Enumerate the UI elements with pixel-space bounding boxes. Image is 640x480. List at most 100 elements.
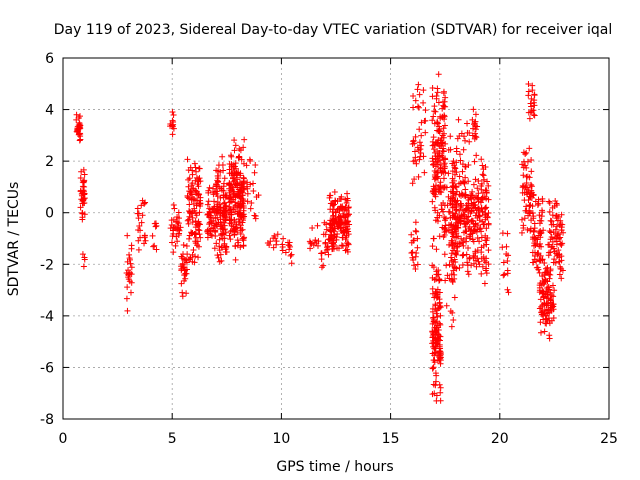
data-point	[169, 227, 176, 234]
data-point	[440, 134, 447, 141]
data-point	[465, 244, 472, 251]
data-point	[547, 229, 554, 236]
data-point	[479, 171, 486, 178]
data-point	[124, 284, 131, 291]
data-point	[153, 246, 160, 253]
data-point	[469, 236, 476, 243]
data-point	[450, 190, 457, 197]
data-point	[421, 117, 428, 124]
data-point	[518, 216, 525, 223]
data-point	[177, 224, 184, 231]
data-point	[189, 258, 196, 265]
data-point	[329, 225, 336, 232]
data-point	[463, 220, 470, 227]
data-point	[430, 264, 437, 271]
data-point	[503, 250, 510, 257]
data-point	[474, 255, 481, 262]
data-point	[81, 177, 88, 184]
data-point	[412, 97, 419, 104]
data-point	[459, 239, 466, 246]
data-point	[185, 183, 192, 190]
data-point	[430, 381, 437, 388]
data-point	[173, 233, 180, 240]
data-point	[416, 139, 423, 146]
data-point	[431, 186, 438, 193]
data-point	[434, 218, 441, 225]
data-point	[81, 190, 88, 197]
data-point	[239, 235, 246, 242]
data-point	[476, 212, 483, 219]
data-point	[311, 239, 318, 246]
data-point	[434, 119, 441, 126]
data-point	[472, 122, 479, 129]
data-point	[447, 133, 454, 140]
data-point	[499, 230, 506, 237]
data-point	[452, 165, 459, 172]
data-point	[432, 159, 439, 166]
data-point	[226, 181, 233, 188]
data-point	[124, 258, 131, 265]
data-point	[480, 221, 487, 228]
data-point	[460, 146, 467, 153]
data-point	[504, 267, 511, 274]
data-point	[505, 289, 512, 296]
data-point	[414, 103, 421, 110]
data-point	[440, 148, 447, 155]
data-point	[432, 328, 439, 335]
data-point	[482, 212, 489, 219]
data-point	[413, 160, 420, 167]
data-point	[433, 397, 440, 404]
data-point	[546, 208, 553, 215]
data-point	[240, 180, 247, 187]
data-point	[214, 206, 221, 213]
data-point	[479, 263, 486, 270]
data-point	[328, 222, 335, 229]
data-point	[451, 162, 458, 169]
data-point	[528, 168, 535, 175]
data-point	[312, 237, 319, 244]
data-point	[463, 251, 470, 258]
data-point	[189, 180, 196, 187]
data-point	[167, 123, 174, 130]
data-point	[436, 233, 443, 240]
data-point	[231, 147, 238, 154]
data-point	[441, 103, 448, 110]
data-point	[552, 226, 559, 233]
data-point	[483, 225, 490, 232]
data-point	[221, 226, 228, 233]
data-point	[528, 187, 535, 194]
data-point	[186, 235, 193, 242]
data-point	[429, 365, 436, 372]
data-point	[540, 281, 547, 288]
data-point	[470, 106, 477, 113]
data-point	[346, 221, 353, 228]
point-cluster	[243, 156, 262, 222]
data-point	[528, 183, 535, 190]
data-point	[520, 224, 527, 231]
data-point	[214, 214, 221, 221]
data-point	[315, 238, 322, 245]
data-point	[437, 167, 444, 174]
data-point	[547, 297, 554, 304]
data-point	[547, 266, 554, 273]
data-point	[342, 204, 349, 211]
data-point	[523, 189, 530, 196]
data-point	[232, 242, 239, 249]
data-point	[416, 156, 423, 163]
data-point	[438, 142, 445, 149]
data-point	[522, 207, 529, 214]
plot-frame	[62, 57, 610, 420]
data-point	[197, 194, 204, 201]
data-point	[420, 153, 427, 160]
data-point	[186, 175, 193, 182]
point-cluster	[279, 235, 295, 267]
data-point	[433, 95, 440, 102]
data-point	[547, 271, 554, 278]
data-point	[468, 262, 475, 269]
data-point	[526, 174, 533, 181]
data-point	[458, 235, 465, 242]
data-point	[414, 261, 421, 268]
data-point	[485, 220, 492, 227]
data-point	[433, 337, 440, 344]
data-point	[330, 240, 337, 247]
